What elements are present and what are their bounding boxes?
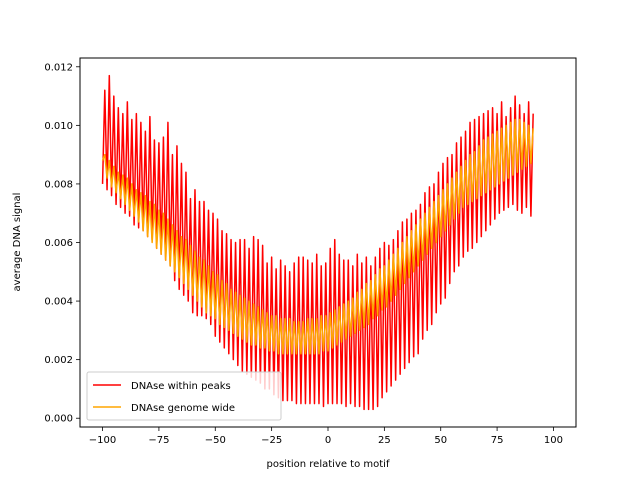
x-tick-label: −100 (89, 435, 116, 446)
y-tick-label: 0.004 (44, 297, 73, 308)
x-tick-label: 50 (434, 435, 447, 446)
y-tick-label: 0.002 (44, 355, 73, 366)
y-tick-label: 0.000 (44, 414, 73, 425)
x-tick-label: −75 (148, 435, 169, 446)
legend-label-dnase-genome-wide: DNAse genome wide (131, 403, 235, 414)
x-axis-label: position relative to motif (267, 459, 390, 470)
x-tick-label: 25 (378, 435, 391, 446)
x-tick-label: 0 (325, 435, 331, 446)
x-tick-label: −25 (261, 435, 282, 446)
legend-label-dnase-within-peaks: DNAse within peaks (131, 381, 231, 392)
series-layer (101, 74, 534, 411)
x-axis-ticks: −100 −75 −50 −25 0 25 50 75 100 (89, 427, 563, 446)
legend: DNAse within peaks DNAse genome wide (86, 371, 282, 421)
x-tick-label: 75 (491, 435, 504, 446)
y-tick-label: 0.010 (44, 121, 73, 132)
x-tick-label: 100 (544, 435, 563, 446)
x-tick-label: −50 (205, 435, 226, 446)
y-tick-label: 0.012 (44, 62, 73, 73)
series-line-dnase-genome-wide (101, 118, 534, 355)
y-tick-label: 0.008 (44, 179, 73, 190)
y-axis-ticks: 0.000 0.002 0.004 0.006 0.008 0.010 0.012 (44, 62, 80, 425)
legend-box (86, 371, 282, 421)
y-axis-label: average DNA signal (12, 193, 23, 292)
y-tick-label: 0.006 (44, 238, 73, 249)
